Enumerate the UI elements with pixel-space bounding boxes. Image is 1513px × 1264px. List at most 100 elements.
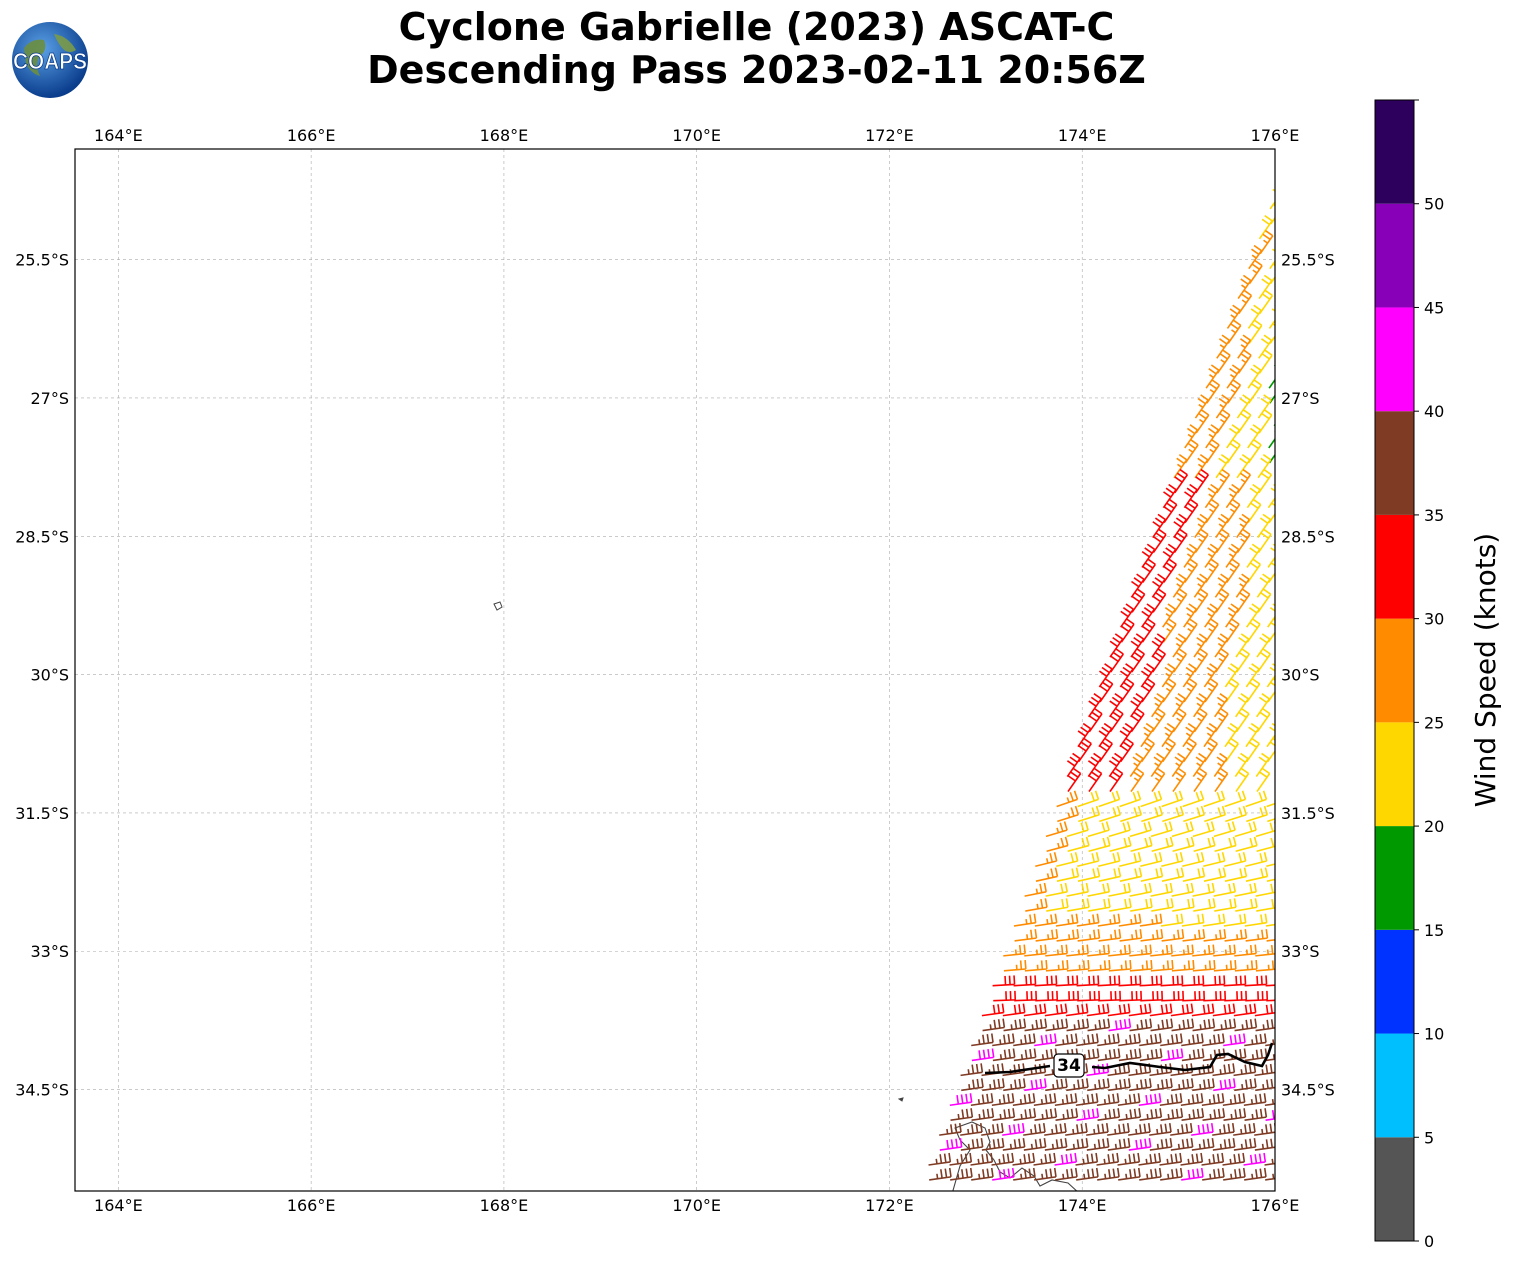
wind-barb xyxy=(1151,693,1165,718)
wind-barb xyxy=(1215,513,1230,539)
wind-barb xyxy=(1108,821,1131,838)
wind-barb xyxy=(1141,543,1156,568)
wind-barb xyxy=(1213,1018,1237,1032)
gridlines xyxy=(75,149,1276,1191)
wind-barb xyxy=(1265,1173,1275,1181)
lon-tick-label-top: 170°E xyxy=(672,126,721,145)
wind-barb xyxy=(1247,304,1262,329)
wind-barb xyxy=(1118,1033,1141,1047)
wind-barb xyxy=(1045,821,1068,838)
wind-barb xyxy=(949,1093,973,1107)
colorbar-bin xyxy=(1375,826,1414,930)
wind-barb xyxy=(1012,1152,1036,1166)
wind-barb xyxy=(1247,498,1262,524)
wind-barb xyxy=(1024,882,1047,897)
wind-barb xyxy=(1065,1003,1089,1017)
colorbar-bin xyxy=(1375,203,1414,308)
wind-barb xyxy=(1128,1123,1151,1136)
wind-barb xyxy=(1098,867,1122,882)
wind-barb xyxy=(1245,867,1269,882)
wind-barb xyxy=(1205,498,1220,524)
wind-barb xyxy=(1246,618,1261,643)
wind-barb xyxy=(1201,1152,1225,1166)
wind-barb xyxy=(1248,259,1263,285)
wind-barb xyxy=(1152,528,1167,553)
wind-barb xyxy=(1276,1004,1298,1016)
wind-barb xyxy=(1024,959,1048,972)
wind-barb xyxy=(1194,394,1209,419)
wind-barb xyxy=(1098,929,1122,942)
wind-barb xyxy=(1087,752,1102,778)
wind-barb xyxy=(1161,990,1185,1002)
wind-barb xyxy=(1277,1019,1299,1031)
wind-barb xyxy=(1172,633,1187,658)
wind-barb xyxy=(1172,573,1187,598)
wind-barb xyxy=(1254,1003,1275,1017)
wind-barb xyxy=(1184,424,1199,449)
wind-barb xyxy=(1202,1167,1225,1181)
wind-barb xyxy=(1160,975,1184,987)
wind-barb xyxy=(1266,863,1275,868)
wind-barb xyxy=(1023,1123,1046,1136)
wind-barb xyxy=(1098,852,1121,868)
lat-tick-label-left: 34.5°S xyxy=(15,1081,69,1100)
wind-barb xyxy=(1098,790,1121,808)
wind-barb xyxy=(1213,959,1237,972)
wind-barb xyxy=(1269,379,1275,404)
wind-barb xyxy=(1238,289,1253,314)
wind-barb xyxy=(1224,663,1239,688)
wind-barb xyxy=(1212,1003,1236,1017)
wind-barb xyxy=(1086,1063,1110,1077)
wind-barb xyxy=(1065,1123,1088,1136)
lat-tick-label-right: 27°S xyxy=(1281,389,1320,408)
wind-barb xyxy=(1023,1137,1047,1151)
wind-barb xyxy=(1202,1033,1225,1047)
wind-barb xyxy=(981,1003,1005,1017)
wind-barb xyxy=(1216,334,1231,359)
wind-barb xyxy=(1118,975,1142,987)
wind-barb xyxy=(1160,913,1184,927)
wind-barb xyxy=(1243,1152,1267,1166)
wind-barb xyxy=(1088,707,1103,733)
wind-barb xyxy=(1194,588,1209,613)
wind-barb xyxy=(1256,707,1271,733)
wind-barb xyxy=(1244,1108,1268,1121)
wind-barb xyxy=(1213,752,1228,778)
wind-barb xyxy=(1131,588,1146,613)
coastlines xyxy=(493,601,1078,1191)
wind-barb xyxy=(1141,737,1155,763)
wind-barb xyxy=(1247,439,1262,464)
wind-barb xyxy=(1183,603,1197,628)
wind-barb xyxy=(1174,468,1189,494)
wind-barb xyxy=(1140,663,1155,688)
wind-barb xyxy=(1118,1048,1142,1062)
wind-barb xyxy=(1203,867,1227,882)
wind-barb xyxy=(1193,836,1216,853)
wind-barb xyxy=(1202,975,1226,987)
wind-barb xyxy=(1235,836,1258,853)
wind-barb xyxy=(1162,618,1177,643)
wind-barb xyxy=(1140,722,1155,748)
wind-barb xyxy=(1171,752,1186,778)
wind-barb xyxy=(1023,1003,1047,1017)
wind-barb xyxy=(1003,959,1027,972)
colorbar-tick-label: 50 xyxy=(1424,195,1444,214)
wind-barb xyxy=(1268,558,1275,583)
wind-barb xyxy=(1003,944,1026,957)
wind-barb xyxy=(1255,883,1275,897)
wind-barb xyxy=(1205,364,1220,389)
wind-barb xyxy=(1055,1108,1079,1121)
wind-barb xyxy=(982,1078,1005,1092)
colorbar-tick-label: 5 xyxy=(1424,1128,1434,1147)
wind-barb xyxy=(1107,1123,1130,1136)
wind-barb xyxy=(1046,836,1069,853)
colorbar-label: Wind Speed (knots) xyxy=(1469,533,1502,807)
wind-barb xyxy=(1236,588,1251,613)
wind-barb xyxy=(1237,468,1252,494)
wind-barb xyxy=(1266,939,1275,942)
wind-barb xyxy=(1088,898,1111,912)
wind-barb xyxy=(1227,319,1242,344)
wind-barb xyxy=(1119,929,1143,942)
wind-barb xyxy=(1139,913,1163,927)
wind-barb xyxy=(1246,678,1261,703)
